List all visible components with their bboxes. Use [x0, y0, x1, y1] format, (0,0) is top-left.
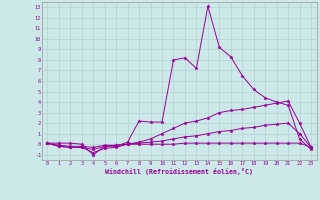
- X-axis label: Windchill (Refroidissement éolien,°C): Windchill (Refroidissement éolien,°C): [105, 168, 253, 175]
